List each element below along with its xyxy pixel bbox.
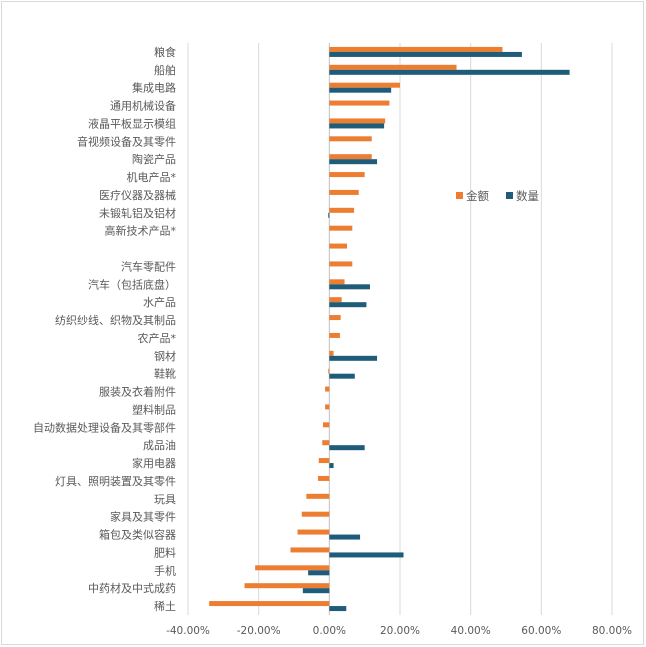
- bar-amount: [329, 350, 334, 356]
- bar-amount: [329, 332, 340, 338]
- category-label: 玩具: [154, 493, 176, 506]
- legend-label: 数量: [516, 189, 539, 203]
- bar-amount: [325, 404, 330, 410]
- bar-amount: [329, 243, 347, 249]
- bar-quantity: [308, 570, 330, 576]
- bar-amount: [329, 136, 372, 142]
- bar-amount: [290, 547, 330, 553]
- bar-quantity: [302, 588, 330, 594]
- bar-amount: [329, 154, 372, 160]
- category-label: 肥料: [154, 545, 176, 559]
- bar-amount: [329, 261, 353, 267]
- category-label: 陶瓷产品: [132, 152, 176, 166]
- category-label: 液晶平板显示模组: [88, 116, 176, 130]
- category-label: 稀土: [154, 600, 176, 613]
- category-label: 家用电器: [132, 456, 176, 470]
- category-label: 粮食: [154, 45, 176, 59]
- bar-amount: [329, 64, 457, 70]
- bar-amount: [329, 82, 400, 88]
- legend-swatch: [506, 192, 513, 199]
- category-label: 中药材及中式成药: [88, 581, 176, 595]
- bar-amount: [325, 386, 330, 392]
- x-tick-label: 40.00%: [451, 625, 491, 637]
- bar-quantity: [329, 552, 404, 558]
- legend-swatch: [456, 192, 463, 199]
- category-label: 集成电路: [132, 81, 176, 95]
- bar-amount: [329, 315, 341, 321]
- x-tick-label: -40.00%: [166, 625, 210, 637]
- category-label: 鞋靴: [154, 367, 176, 381]
- x-tick-label: 60.00%: [521, 625, 561, 637]
- category-label: 钢材: [154, 349, 176, 363]
- bar-amount: [322, 422, 330, 428]
- bar-quantity: [329, 302, 367, 308]
- bar-quantity: [329, 463, 334, 469]
- bar-amount: [209, 601, 330, 607]
- category-label: 音视频设备及其零件: [77, 134, 176, 148]
- bar-amount: [244, 583, 330, 589]
- category-label: 水产品: [143, 295, 176, 309]
- bar-quantity: [329, 355, 378, 361]
- bar-amount: [329, 225, 353, 231]
- x-tick-label: -20.00%: [237, 625, 281, 637]
- category-label: 医疗仪器及器械: [99, 188, 176, 202]
- legend-label: 金额: [466, 189, 489, 203]
- bar-quantity: [329, 534, 361, 540]
- category-label: 箱包及类似容器: [99, 528, 176, 542]
- bar-quantity: [329, 159, 378, 165]
- bar-quantity: [329, 445, 365, 451]
- bar-quantity: [329, 123, 385, 129]
- category-label: 家具及其零件: [110, 510, 176, 524]
- bar-amount: [329, 297, 342, 303]
- bar-amount: [328, 368, 330, 374]
- category-label: 灯具、照明装置及其零件: [55, 475, 176, 488]
- category-label: 成品油: [143, 438, 176, 452]
- bar-amount: [255, 565, 330, 571]
- category-label: 汽车零配件: [121, 259, 176, 273]
- bar-amount: [329, 207, 355, 213]
- bar-quantity: [329, 284, 370, 290]
- bar-quantity: [329, 373, 355, 379]
- category-label: 纺织纱线、织物及其制品: [55, 313, 176, 327]
- bar-amount: [301, 511, 330, 517]
- category-label: 通用机械设备: [110, 99, 176, 113]
- bar-amount: [318, 458, 330, 464]
- category-label: 高新技术产品*: [105, 224, 177, 238]
- category-label: 未锻轧铝及铝材: [99, 206, 176, 220]
- category-label: 自动数据处理设备及其零部件: [33, 420, 176, 434]
- bar-amount: [329, 46, 503, 52]
- category-label: 塑料制品: [132, 402, 176, 416]
- category-label: 汽车（包括底盘）: [88, 277, 176, 291]
- bar-quantity: [329, 606, 347, 612]
- category-label: 服装及衣着附件: [99, 385, 176, 399]
- category-label: 船舶: [154, 63, 176, 77]
- x-tick-label: 80.00%: [592, 625, 632, 637]
- category-label: 手机: [154, 563, 176, 577]
- bar-quantity: [328, 212, 330, 218]
- category-label: 机电产品*: [127, 170, 177, 184]
- bar-quantity: [329, 69, 570, 75]
- bar-quantity: [329, 51, 522, 57]
- bar-amount: [329, 100, 390, 106]
- bar-quantity: [329, 87, 392, 93]
- bar-amount: [329, 279, 345, 285]
- bar-amount: [306, 493, 330, 499]
- bar-amount: [329, 189, 359, 195]
- bar-amount: [329, 172, 365, 178]
- bar-amount: [322, 440, 330, 446]
- bar-amount: [297, 529, 330, 535]
- x-tick-label: 20.00%: [380, 625, 420, 637]
- bar-amount: [329, 118, 386, 124]
- bar-amount: [318, 475, 330, 481]
- x-tick-label: 0.00%: [313, 625, 346, 637]
- category-label: 农产品*: [138, 331, 177, 345]
